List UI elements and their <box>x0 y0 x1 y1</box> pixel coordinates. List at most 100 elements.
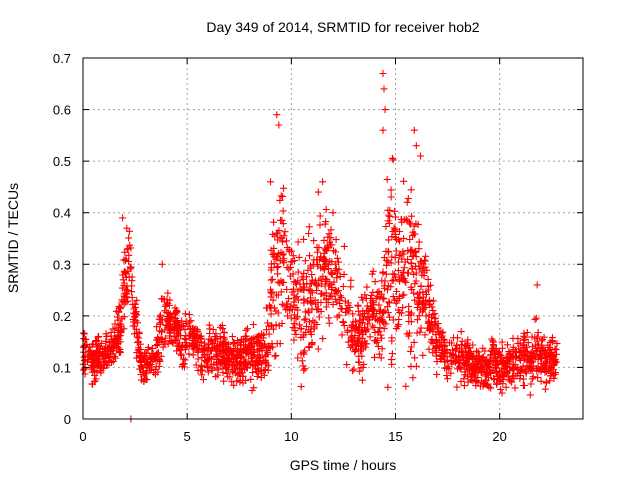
data-point <box>333 274 341 282</box>
data-point <box>350 325 358 333</box>
data-point <box>399 304 407 312</box>
data-point <box>343 361 351 369</box>
data-point <box>458 349 466 357</box>
data-point <box>313 321 321 328</box>
data-point <box>296 280 304 288</box>
data-point <box>394 258 402 266</box>
data-point <box>548 352 556 360</box>
data-point <box>504 363 512 371</box>
data-point <box>295 253 303 261</box>
data-point <box>411 296 419 304</box>
data-point <box>492 345 500 353</box>
data-point <box>378 277 386 285</box>
data-point <box>407 343 415 351</box>
data-point <box>519 382 527 389</box>
data-point <box>471 354 479 362</box>
data-point <box>457 378 465 385</box>
data-point <box>490 375 498 382</box>
data-point <box>166 310 174 318</box>
data-point <box>302 315 310 323</box>
data-point <box>202 357 210 365</box>
data-point <box>314 282 322 290</box>
data-point <box>421 303 429 311</box>
data-point <box>331 267 339 275</box>
data-point <box>273 111 281 119</box>
data-point <box>241 359 249 367</box>
data-point <box>238 353 245 361</box>
data-point <box>379 269 387 277</box>
data-point <box>150 369 158 377</box>
data-point <box>108 337 116 345</box>
data-point <box>443 372 451 379</box>
data-point <box>428 336 436 344</box>
data-point <box>531 353 539 361</box>
data-point <box>123 294 131 302</box>
data-point <box>155 336 163 343</box>
data-point <box>420 304 428 312</box>
data-point <box>498 338 506 346</box>
data-point <box>116 305 124 313</box>
data-point <box>271 352 279 360</box>
data-point <box>317 275 325 283</box>
data-point <box>396 308 404 316</box>
data-point <box>419 288 427 296</box>
data-point <box>339 318 347 326</box>
data-point <box>513 364 521 372</box>
data-point <box>329 300 337 308</box>
data-point <box>398 255 406 263</box>
data-point <box>388 277 396 285</box>
data-point <box>396 237 403 245</box>
data-point <box>276 279 284 287</box>
data-point <box>280 255 288 263</box>
data-point <box>94 342 102 350</box>
data-point <box>172 337 179 345</box>
data-point <box>121 257 129 265</box>
data-point <box>166 317 174 325</box>
data-point <box>388 154 396 162</box>
data-point <box>294 238 302 246</box>
data-point <box>534 333 541 341</box>
data-point <box>310 237 318 245</box>
data-point <box>249 369 257 376</box>
data-point <box>95 333 103 340</box>
data-point <box>484 380 492 388</box>
data-point <box>526 391 534 399</box>
data-point <box>421 331 429 339</box>
data-point <box>214 366 222 374</box>
data-point <box>290 301 298 309</box>
data-point <box>297 383 305 391</box>
data-point <box>391 234 399 242</box>
data-point <box>410 338 418 346</box>
data-point <box>171 304 179 312</box>
data-point <box>269 296 277 304</box>
data-point <box>185 350 193 358</box>
data-point <box>133 349 141 357</box>
data-point <box>239 354 247 362</box>
y-axis-label: SRMTID / TECUs <box>5 183 21 293</box>
data-point <box>499 360 507 368</box>
data-point <box>461 368 469 376</box>
data-point <box>380 325 388 333</box>
data-point <box>351 332 359 340</box>
data-point <box>389 293 397 301</box>
data-point <box>102 330 110 338</box>
data-point <box>181 310 189 318</box>
data-point <box>278 234 286 242</box>
data-point <box>506 377 514 385</box>
data-point <box>314 188 322 196</box>
data-point <box>435 344 443 352</box>
data-point <box>306 328 314 336</box>
data-point <box>267 276 275 284</box>
data-point <box>474 348 482 356</box>
data-point <box>289 270 297 278</box>
data-point <box>441 357 449 365</box>
data-point <box>332 248 340 256</box>
data-point <box>384 286 391 294</box>
data-point <box>254 364 262 372</box>
data-point <box>136 358 144 365</box>
data-point <box>380 85 388 93</box>
data-point <box>537 377 545 385</box>
data-point <box>368 322 376 330</box>
y-tick-label: 0.2 <box>53 309 71 324</box>
data-point <box>494 349 502 357</box>
